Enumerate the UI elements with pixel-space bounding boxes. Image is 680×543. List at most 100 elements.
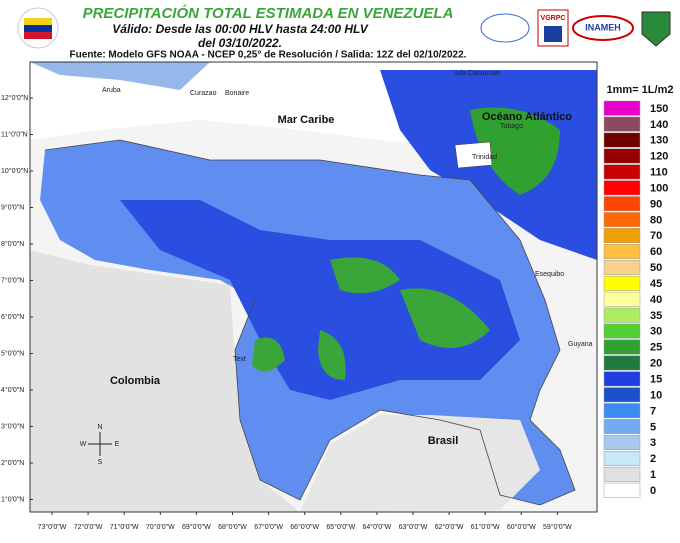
place-label: Esequibo (535, 271, 564, 278)
map-frame (29, 61, 598, 513)
legend-swatch (603, 466, 641, 482)
lon-label: 63°0'0"W (399, 523, 428, 531)
legend-label: 15 (650, 374, 662, 386)
flag-stripe (24, 18, 52, 25)
legend-swatch (603, 387, 641, 403)
legend-label: 90 (650, 198, 662, 210)
title: PRECIPITACIÓN TOTAL ESTIMADA EN VENEZUEL… (83, 4, 454, 22)
lon-label: 65°0'0"W (326, 523, 355, 531)
logo-text: VGRPC (541, 15, 566, 22)
legend-label: 10 (650, 389, 662, 401)
legend-label: 70 (650, 230, 662, 242)
legend-swatch (603, 148, 641, 164)
rain-area (120, 200, 520, 400)
legend-label: 110 (650, 167, 668, 179)
logo (572, 15, 634, 41)
logo (480, 13, 530, 43)
island (454, 141, 493, 169)
lon-label: 67°0'0"W (254, 523, 283, 531)
legend-label: 20 (650, 358, 662, 370)
legend-label: 25 (650, 342, 662, 354)
legend-swatch (603, 100, 641, 116)
legend-swatch (603, 228, 641, 244)
land (300, 415, 540, 512)
axes: 12°0'0"N 11°0'0"N 10°0'0"N 9°0'0"N 8°0'0"N 7°… (1, 94, 572, 531)
legend-swatch (603, 403, 641, 419)
lon-label: 71°0'0"W (110, 523, 139, 531)
lat-label: 9°0'0"N (1, 203, 24, 211)
compass-label: S (98, 459, 103, 466)
lon-label: 68°0'0"W (218, 523, 247, 531)
legend: 1501401301201101009080706050454035302520… (603, 100, 668, 498)
legend-label: 150 (650, 103, 668, 115)
place-label: Océano Atlántico (482, 111, 572, 123)
legend-swatch (603, 339, 641, 355)
flag-stripe (24, 25, 52, 32)
lat-label: 1°0'0"N (1, 495, 24, 503)
map (30, 62, 597, 512)
rain-area (30, 62, 210, 90)
legend-label: 130 (650, 135, 668, 147)
legend-swatch (603, 419, 641, 435)
legend-label: 100 (650, 182, 668, 194)
lon-label: 64°0'0"W (362, 523, 391, 531)
border (44, 139, 576, 506)
legend-label: 7 (650, 405, 656, 417)
lon-label: 60°0'0"W (507, 523, 536, 531)
rain-area (470, 107, 560, 195)
subtitle: Válido: Desde las 00:00 HLV hasta 24:00 … (112, 22, 368, 36)
legend-swatch (603, 371, 641, 387)
place-label: Aruba (102, 87, 121, 94)
legend-label: 80 (650, 214, 662, 226)
legend-label: 140 (650, 119, 668, 131)
place-label: Curazao (190, 90, 217, 97)
lon-label: 72°0'0"W (74, 523, 103, 531)
lon-label: 73°0'0"W (38, 523, 67, 531)
lat-label: 6°0'0"N (1, 313, 24, 321)
lon-label: 70°0'0"W (146, 523, 175, 531)
logo-shape (544, 26, 562, 42)
legend-swatch (603, 482, 641, 498)
legend-swatch (603, 164, 641, 180)
legend-swatch (603, 450, 641, 466)
lat-label: 4°0'0"N (1, 386, 24, 394)
legend-label: 1 (650, 469, 656, 481)
place-label: Colombia (110, 375, 161, 387)
legend-swatch (603, 291, 641, 307)
lat-label: 7°0'0"N (1, 276, 24, 284)
legend-swatch (603, 244, 641, 259)
legend-swatch (603, 275, 641, 291)
compass-label: E (115, 441, 120, 448)
rain-area (252, 257, 490, 380)
lat-label: 10°0'0"N (1, 167, 28, 175)
lat-label: 5°0'0"N (1, 349, 24, 357)
place-label: Tobago (500, 123, 523, 130)
legend-swatch (603, 196, 641, 212)
legend-label: 45 (650, 278, 662, 290)
place-label: Bonaire (225, 90, 249, 97)
legend-label: 60 (650, 246, 662, 258)
legend-swatch (603, 307, 641, 323)
legend-swatch (603, 355, 641, 371)
place-label: Trinidad (472, 154, 497, 161)
source: Fuente: Modelo GFS NOAA - NCEP 0,25° de … (70, 50, 467, 61)
place-label: Mar Caribe (278, 114, 335, 126)
legend-swatch (603, 116, 641, 132)
lon-label: 62°0'0"W (435, 523, 464, 531)
place-label: Guyana (568, 341, 593, 348)
legend-swatch (603, 259, 641, 275)
lat-label: 8°0'0"N (1, 240, 24, 248)
land (30, 250, 300, 512)
place-label: Isla Canouvan (455, 70, 500, 77)
legend-label: 30 (650, 326, 662, 338)
legend-swatch (603, 180, 641, 196)
legend-swatch (603, 132, 641, 148)
legend-label: 35 (650, 310, 662, 322)
lon-label: 69°0'0"W (182, 523, 211, 531)
lon-label: 66°0'0"W (290, 523, 319, 531)
lat-label: 12°0'0"N (1, 94, 28, 102)
lon-label: 61°0'0"W (471, 523, 500, 531)
legend-swatch (603, 212, 641, 228)
